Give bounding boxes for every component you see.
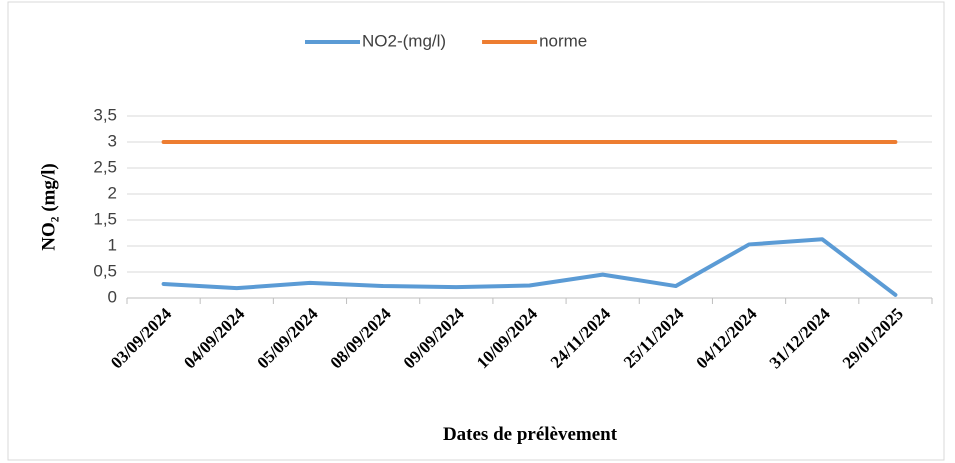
x-axis-title: Dates de prélèvement — [443, 424, 618, 445]
chart-border — [7, 1, 945, 461]
series-line — [161, 237, 898, 297]
legend-label: NO2-(mg/l) — [362, 31, 446, 50]
y-tick-label: 0,5 — [93, 261, 117, 280]
y-tick-label: 2 — [108, 183, 117, 202]
y-tick-label: 2,5 — [93, 157, 117, 176]
y-tick-label: 3 — [108, 131, 117, 150]
y-tick-label: 1 — [108, 235, 117, 254]
legend-label: norme — [539, 31, 587, 50]
y-tick-label: 1,5 — [93, 209, 117, 228]
y-tick-label: 0 — [108, 287, 117, 306]
y-tick-label: 3,5 — [93, 105, 117, 124]
y-axis-title: NO₂ (mg/l) — [38, 163, 59, 251]
